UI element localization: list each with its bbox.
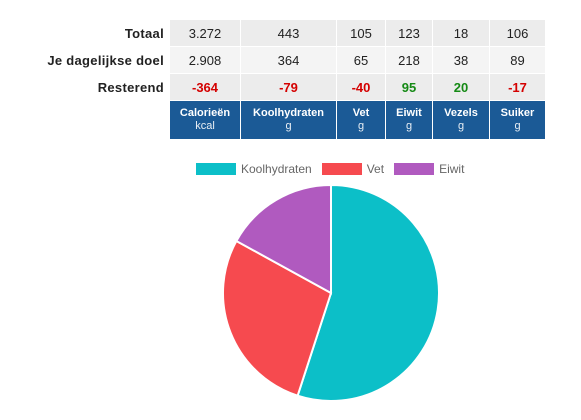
column-header-carbs: Koolhydraten g <box>241 101 336 139</box>
nutrition-summary-table: Totaal 3.272 443 105 123 18 106 Je dagel… <box>0 19 546 140</box>
table-row-daily-goal: Je dagelijkse doel 2.908 364 65 218 38 8… <box>1 47 545 73</box>
legend-label-fat: Vet <box>366 162 385 176</box>
total-sugar: 106 <box>490 20 545 46</box>
header-unit-fiber: g <box>457 120 465 132</box>
remaining-carbs: -79 <box>241 74 336 100</box>
header-name-calories: Calorieën <box>179 107 231 119</box>
goal-protein: 218 <box>386 47 432 73</box>
pie-slice-fat[interactable] <box>222 239 333 397</box>
column-header-protein: Eiwit g <box>386 101 432 139</box>
row-label-total: Totaal <box>124 25 164 41</box>
column-header-calories: Calorieën kcal <box>170 101 240 139</box>
chart-legend: Koolhydraten Vet Eiwit <box>196 162 474 176</box>
legend-label-protein: Eiwit <box>439 162 465 176</box>
row-label-remaining: Resterend <box>97 79 164 95</box>
legend-swatch-protein <box>394 163 435 175</box>
row-label-daily-goal: Je dagelijkse doel <box>47 52 164 68</box>
table-row-total: Totaal 3.272 443 105 123 18 106 <box>1 20 545 46</box>
legend-label-carbs: Koolhydraten <box>241 162 312 176</box>
goal-fiber: 38 <box>433 47 489 73</box>
table-row-remaining: Resterend -364 -79 -40 95 20 -17 <box>1 74 545 100</box>
total-carbs: 443 <box>241 20 336 46</box>
header-unit-fat: g <box>357 120 365 132</box>
remaining-calories: -364 <box>170 74 240 100</box>
header-unit-sugar: g <box>514 120 521 132</box>
goal-fat: 65 <box>337 47 385 73</box>
header-name-fat: Vet <box>352 107 370 119</box>
pie-slice-carbs[interactable] <box>296 183 440 402</box>
goal-calories: 2.908 <box>170 47 240 73</box>
total-calories: 3.272 <box>170 20 240 46</box>
header-unit-protein: g <box>405 120 413 132</box>
remaining-fiber: 20 <box>433 74 489 100</box>
legend-item-protein[interactable]: Eiwit <box>394 162 464 176</box>
total-fat: 105 <box>337 20 385 46</box>
header-name-fiber: Vezels <box>444 107 478 119</box>
remaining-fat: -40 <box>337 74 385 100</box>
column-header-sugar: Suiker g <box>490 101 545 139</box>
column-header-fat: Vet g <box>337 101 385 139</box>
header-unit-calories: kcal <box>195 120 215 132</box>
header-name-carbs: Koolhydraten <box>253 107 324 119</box>
header-name-protein: Eiwit <box>396 107 422 119</box>
remaining-protein: 95 <box>386 74 432 100</box>
pie-slice-protein[interactable] <box>235 183 332 295</box>
legend-swatch-fat <box>321 163 362 175</box>
header-name-sugar: Suiker <box>500 107 535 119</box>
legend-swatch-carbs <box>196 163 236 175</box>
column-header-fiber: Vezels g <box>433 101 489 139</box>
remaining-sugar: -17 <box>490 74 545 100</box>
legend-item-carbs[interactable]: Koolhydraten <box>196 162 312 176</box>
header-unit-carbs: g <box>285 120 292 132</box>
total-protein: 123 <box>386 20 432 46</box>
goal-sugar: 89 <box>490 47 545 73</box>
legend-item-fat[interactable]: Vet <box>321 162 385 176</box>
goal-carbs: 364 <box>241 47 336 73</box>
total-fiber: 18 <box>433 20 489 46</box>
table-header-row: Calorieën kcal Koolhydraten g Vet g Eiwit g … <box>1 101 545 139</box>
